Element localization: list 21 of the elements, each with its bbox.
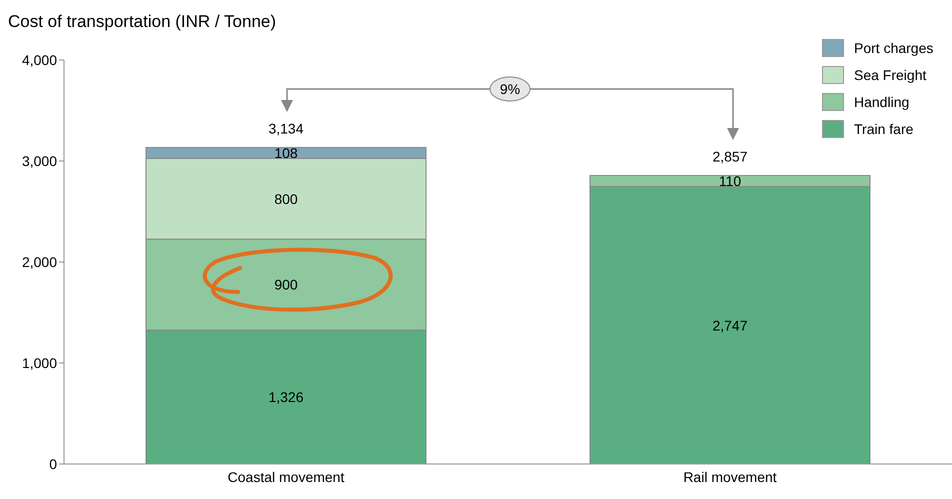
legend-label: Sea Freight <box>854 66 926 82</box>
y-axis-title: Cost of transportation (INR / Tonne) <box>8 12 276 32</box>
legend-label: Port charges <box>854 40 934 56</box>
data-label: 800 <box>274 190 298 207</box>
y-tick-label: 1,000 <box>22 354 58 371</box>
legend-label: Handling <box>854 94 910 110</box>
y-tick-label: 2,000 <box>22 254 58 270</box>
data-label: 1,326 <box>268 389 304 406</box>
data-label: 2,747 <box>712 317 748 334</box>
total-label: 2,857 <box>712 148 748 164</box>
y-tick-label: 4,000 <box>22 52 58 68</box>
total-label: 3,134 <box>268 120 304 136</box>
y-tick-label: 3,000 <box>22 152 58 169</box>
legend-label: Train fare <box>854 120 914 136</box>
data-label: 110 <box>718 173 742 189</box>
y-tick-label: 0 <box>49 456 58 472</box>
data-label: 108 <box>274 144 298 161</box>
data-label: 900 <box>274 276 298 293</box>
x-tick-label: Rail movement <box>683 468 777 485</box>
annotation: 9% <box>500 81 520 97</box>
x-tick-label: Coastal movement <box>228 468 344 485</box>
